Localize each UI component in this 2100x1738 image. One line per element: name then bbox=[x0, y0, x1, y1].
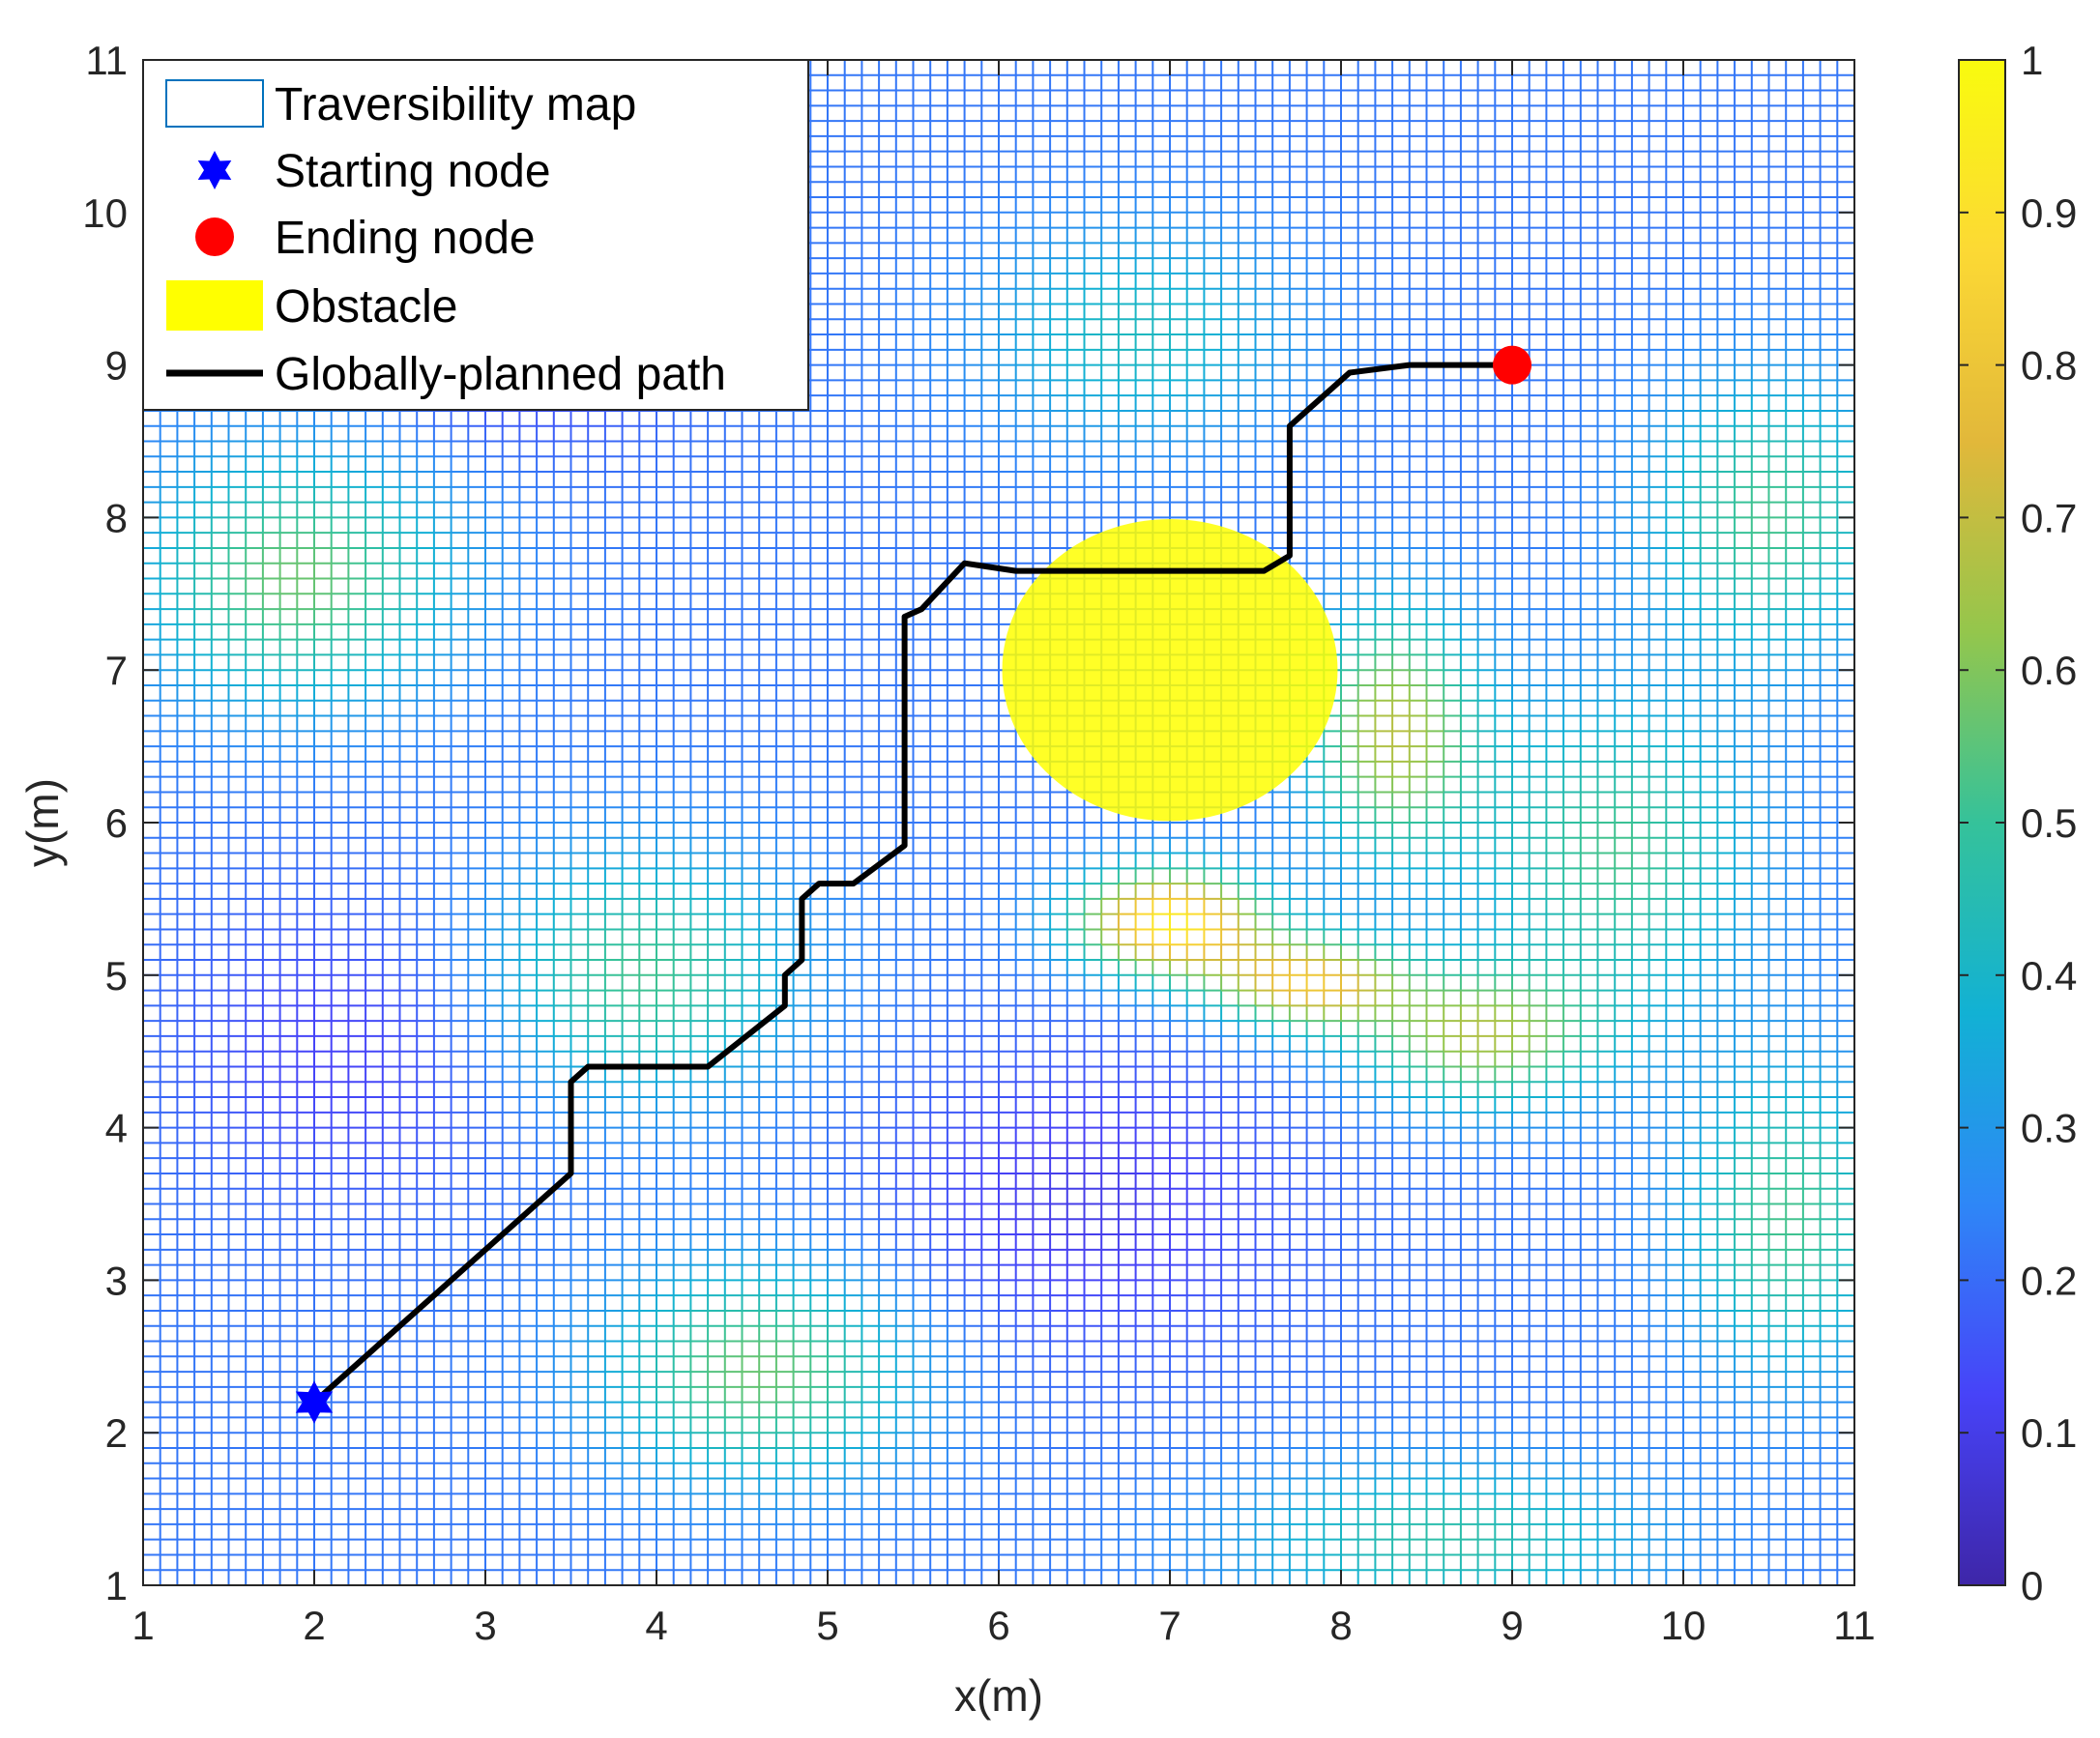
traversibility-grid bbox=[143, 60, 1854, 1585]
